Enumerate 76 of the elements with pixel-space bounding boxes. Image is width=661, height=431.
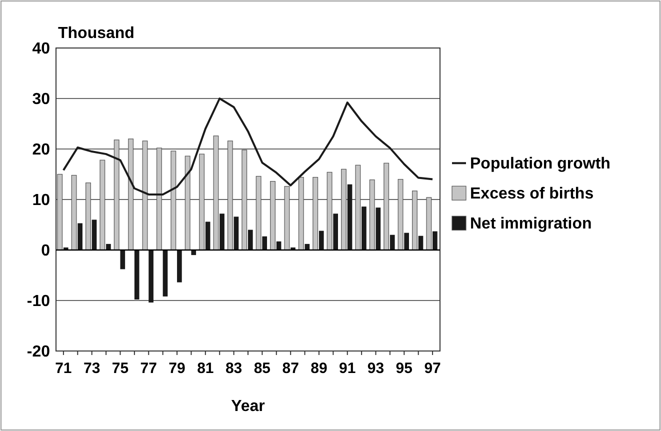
x-tick-label: 97 (424, 360, 441, 377)
bar (341, 168, 346, 250)
bar (57, 174, 63, 250)
bar (142, 140, 148, 250)
y-tick-label: -20 (26, 344, 50, 361)
x-tick-label: 87 (282, 360, 299, 377)
y-tick-label: 40 (32, 40, 50, 58)
bar (256, 176, 262, 250)
x-tick-label: 95 (396, 360, 412, 377)
bar (199, 154, 205, 250)
y-tick-label: 0 (41, 242, 50, 260)
bar (227, 140, 233, 250)
bar (262, 236, 268, 250)
bar (78, 223, 82, 250)
legend-label: Population growth (470, 156, 610, 173)
bar (390, 234, 395, 250)
y-axis-title: Thousand (58, 25, 134, 42)
x-tick-label: 81 (197, 360, 214, 377)
bar (412, 190, 418, 250)
x-tick-label: 73 (84, 360, 100, 377)
bar (242, 150, 248, 250)
y-tick-label: -10 (26, 293, 50, 310)
bar (432, 231, 438, 250)
x-axis-title: Year (231, 398, 265, 415)
bar (100, 160, 106, 250)
bar (170, 150, 176, 250)
y-tick-label: 20 (32, 142, 50, 159)
bar (234, 216, 239, 250)
x-tick-label: 79 (168, 360, 186, 377)
y-tick-label: 30 (32, 91, 50, 108)
bar (162, 250, 168, 296)
bar (86, 182, 91, 250)
x-tick-label: 89 (310, 360, 328, 377)
bar (318, 230, 324, 250)
bar (384, 162, 390, 250)
bar (92, 220, 97, 250)
x-tick-label: 83 (225, 360, 242, 377)
legend-label: Excess of births (470, 186, 594, 203)
x-tick-label: 85 (254, 360, 271, 377)
bar (205, 222, 210, 250)
bar (134, 250, 140, 300)
bar (333, 214, 338, 250)
bar (248, 230, 253, 250)
bar (213, 136, 219, 250)
line-series (62, 98, 434, 196)
bar (326, 172, 332, 250)
x-tick-label: 93 (367, 360, 384, 377)
bar (426, 197, 432, 250)
bar (312, 176, 318, 250)
bar (120, 250, 126, 270)
bar (270, 181, 276, 250)
bar (71, 174, 77, 250)
x-tick-label: 71 (55, 360, 72, 377)
bar (362, 206, 366, 250)
bar (106, 244, 111, 250)
bar (398, 179, 404, 250)
bar (177, 250, 182, 282)
bar (114, 140, 120, 250)
bar (128, 138, 134, 250)
bar (191, 250, 196, 256)
x-tick-label: 77 (140, 360, 157, 377)
legend-label: Net immigration (470, 216, 592, 233)
bar (347, 184, 352, 250)
bar (404, 232, 409, 250)
y-tick-label: 10 (32, 192, 50, 210)
bar (284, 186, 290, 250)
x-tick-label: 91 (339, 360, 356, 377)
bar (184, 156, 190, 250)
bar (148, 250, 154, 303)
bar (156, 148, 162, 250)
bar (376, 208, 381, 250)
bar (355, 164, 361, 250)
bar (298, 176, 304, 250)
x-tick-label: 75 (112, 360, 129, 377)
bar (369, 180, 375, 250)
bar (220, 214, 224, 250)
